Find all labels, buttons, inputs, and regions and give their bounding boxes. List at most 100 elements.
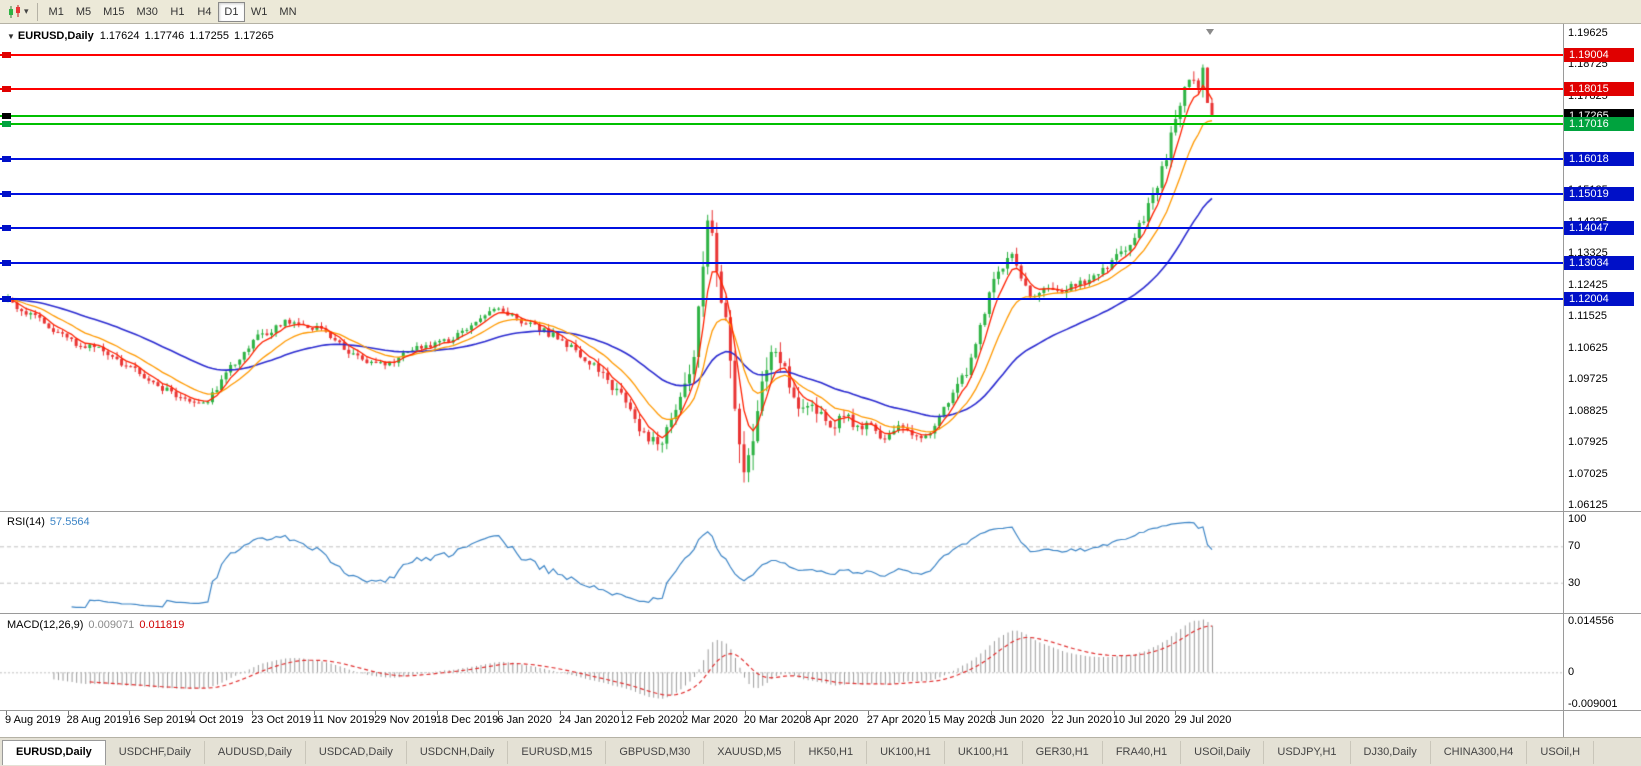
price-level-box[interactable]: 1.18015 [1564,82,1634,97]
price-level-line[interactable] [0,123,1563,126]
price-level-box[interactable]: 1.15019 [1564,187,1634,202]
price-level-box[interactable]: 1.12004 [1564,292,1634,307]
date-label: 18 Dec 2019 [435,714,499,726]
timeframe-button-d1[interactable]: D1 [217,1,245,22]
price-level-box[interactable]: 1.14047 [1564,221,1634,236]
price-axis-tick: 1.08825 [1568,404,1608,417]
chart-tab[interactable]: UK100,H1 [867,741,945,764]
chart-tab[interactable]: AUDUSD,Daily [205,741,306,764]
price-level-box[interactable]: 1.17016 [1564,117,1634,132]
date-label: 12 Feb 2020 [620,714,683,726]
timeframe-button-h1[interactable]: H1 [164,2,191,22]
current-price-line[interactable] [0,114,1563,117]
date-label: 11 Nov 2019 [312,714,375,726]
price-level-line[interactable] [0,227,1563,230]
price-level-box[interactable]: 1.19004 [1564,47,1634,62]
date-tick [929,711,931,715]
price-axis-tick: 1.11525 [1568,310,1607,323]
chart-tab[interactable]: HK50,H1 [795,741,868,764]
price-axis-tick: 1.07925 [1568,436,1608,449]
price-level-handle[interactable] [2,225,11,232]
chart-tab[interactable]: EURUSD,Daily [2,740,106,765]
chart-tab[interactable]: GBPUSD,M30 [606,741,705,764]
chart-tab[interactable]: DJ30,Daily [1351,741,1431,764]
chart-type-selector[interactable]: ▾ [4,1,32,23]
rsi-axis-tick: 100 [1568,513,1587,525]
chart-title: ▼ EURUSD,Daily 1.17624 1.17746 1.17255 1.1726… [7,30,279,42]
price-level-handle[interactable] [2,112,11,119]
price-axis-border [1563,24,1564,737]
price-level-handle[interactable] [2,191,11,198]
timeframe-button-h4[interactable]: H4 [191,2,218,22]
chart-tab[interactable]: USOil,Daily [1181,741,1265,764]
date-tick [867,711,869,715]
chart-tab[interactable]: USOil,H [1527,741,1595,764]
price-level-handle[interactable] [2,51,11,58]
timeframe-button-mn[interactable]: MN [273,2,302,22]
rsi-name: RSI(14) [7,516,45,528]
price-axis-tick: 1.19625 [1568,27,1608,39]
macd-main-value: 0.009071 [88,619,135,631]
timeframe-button-m30[interactable]: M30 [131,2,164,22]
price-level-handle[interactable] [2,296,11,303]
price-level-handle[interactable] [2,121,11,128]
macd-axis-tick: -0.009001 [1568,698,1618,710]
price-level-line[interactable] [0,298,1563,301]
chart-tab[interactable]: UK100,H1 [945,741,1023,764]
date-label: 22 Jun 2020 [1051,714,1112,726]
date-tick [498,711,500,715]
chart-tab[interactable]: CHINA300,H4 [1431,741,1528,764]
price-level-handle[interactable] [2,260,11,267]
price-axis-tick: 1.10625 [1568,341,1608,354]
date-label: 6 Jan 2020 [497,714,552,726]
timeframe-button-w1[interactable]: W1 [245,2,274,22]
date-label: 27 Apr 2020 [866,714,927,726]
date-tick [621,711,623,715]
date-label: 15 May 2020 [928,714,992,726]
date-tick [744,711,746,715]
chart-tab[interactable]: FRA40,H1 [1103,741,1182,764]
price-level-line[interactable] [0,193,1563,196]
price-axis-tick: 1.12425 [1568,278,1608,291]
date-label: 10 Jul 2020 [1112,714,1170,726]
price-level-line[interactable] [0,262,1563,265]
chevron-down-icon: ▾ [24,6,29,16]
price-level-line[interactable] [0,158,1563,161]
chart-tab[interactable]: GER30,H1 [1023,741,1103,764]
chart-tab[interactable]: USDCAD,Daily [306,741,407,764]
panel-separator[interactable] [0,511,1641,512]
price-level-line[interactable] [0,88,1563,91]
date-tick [990,711,992,715]
timeframe-button-m1[interactable]: M1 [43,2,70,22]
price-level-handle[interactable] [2,86,11,93]
panel-separator[interactable] [0,613,1641,614]
date-label: 3 Jun 2020 [989,714,1045,726]
chart-tab[interactable]: USDCHF,Daily [106,741,205,764]
chart-tab[interactable]: XAUUSD,M5 [704,741,796,764]
date-label: 29 Nov 2019 [374,714,437,726]
rsi-label: RSI(14) 57.5564 [7,516,90,528]
price-level-box[interactable]: 1.16018 [1564,152,1634,167]
date-tick [806,711,808,715]
macd-name: MACD(12,26,9) [7,619,84,631]
price-level-line[interactable] [0,53,1563,56]
date-label: 23 Oct 2019 [251,714,312,726]
timeframe-button-m15[interactable]: M15 [97,2,130,22]
date-label: 16 Sep 2019 [128,714,191,726]
ohlc-high: 1.17746 [144,30,185,42]
date-label: 2 Mar 2020 [682,714,738,726]
price-level-box[interactable]: 1.13034 [1564,256,1634,271]
candlestick-chart-icon [9,4,20,18]
date-tick [375,711,377,715]
chart-tab[interactable]: USDJPY,H1 [1264,741,1351,764]
timeframe-button-m5[interactable]: M5 [70,2,97,22]
price-level-handle[interactable] [2,156,11,163]
chart-tab[interactable]: EURUSD,M15 [508,741,607,764]
date-tick [683,711,685,715]
chart-tab[interactable]: USDCNH,Daily [407,741,509,764]
date-tick [436,711,438,715]
chart-tabs-bar: EURUSD,Daily USDCHF,Daily AUDUSD,Daily USDC… [0,737,1641,766]
ohlc-low: 1.17255 [189,30,230,42]
